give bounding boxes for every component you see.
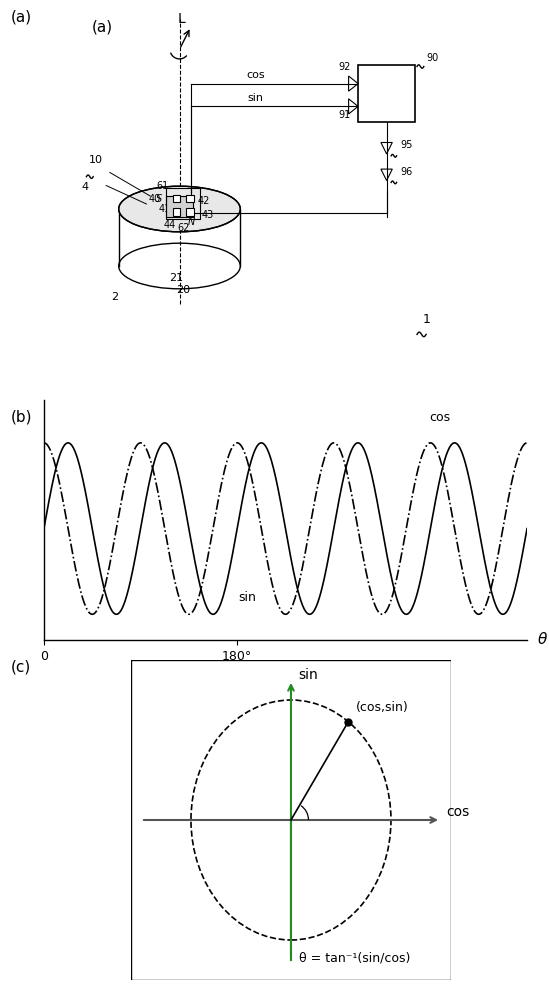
Polygon shape bbox=[172, 208, 180, 216]
Text: S: S bbox=[155, 194, 162, 205]
Text: sin: sin bbox=[248, 93, 264, 103]
Text: (a): (a) bbox=[92, 19, 113, 34]
Text: 41: 41 bbox=[158, 204, 170, 214]
Text: 43: 43 bbox=[202, 210, 214, 220]
Text: 21: 21 bbox=[169, 273, 183, 283]
Text: (b): (b) bbox=[11, 410, 32, 425]
Text: L: L bbox=[177, 12, 185, 26]
FancyBboxPatch shape bbox=[358, 65, 415, 122]
Text: cos: cos bbox=[429, 411, 451, 424]
Text: 62: 62 bbox=[177, 223, 189, 233]
Text: 92: 92 bbox=[339, 62, 351, 72]
Text: 20: 20 bbox=[176, 285, 191, 295]
Text: N: N bbox=[187, 217, 194, 227]
Text: 95: 95 bbox=[400, 140, 412, 150]
Text: 90: 90 bbox=[427, 53, 439, 63]
Text: cos: cos bbox=[446, 805, 469, 819]
Text: 96: 96 bbox=[400, 167, 412, 177]
Polygon shape bbox=[186, 195, 194, 202]
Text: sin: sin bbox=[238, 591, 256, 604]
Polygon shape bbox=[172, 195, 180, 202]
Text: 10: 10 bbox=[89, 155, 103, 165]
Text: 1: 1 bbox=[423, 313, 430, 326]
Text: (cos,sin): (cos,sin) bbox=[356, 701, 409, 714]
Text: (a): (a) bbox=[11, 10, 32, 25]
Text: cos: cos bbox=[246, 70, 265, 80]
Text: θ = tan⁻¹(sin/cos): θ = tan⁻¹(sin/cos) bbox=[299, 952, 410, 964]
Ellipse shape bbox=[119, 186, 240, 232]
Text: 2: 2 bbox=[111, 292, 118, 302]
Text: 4: 4 bbox=[81, 182, 88, 192]
Polygon shape bbox=[166, 196, 193, 217]
Text: θ: θ bbox=[538, 633, 547, 648]
Text: 61: 61 bbox=[156, 181, 169, 191]
Text: 44: 44 bbox=[164, 220, 176, 230]
Text: sin: sin bbox=[298, 668, 318, 682]
Text: 91: 91 bbox=[339, 110, 351, 120]
Text: 40: 40 bbox=[149, 194, 161, 205]
Text: (c): (c) bbox=[11, 660, 31, 675]
Text: 42: 42 bbox=[198, 196, 210, 206]
Polygon shape bbox=[186, 208, 194, 216]
